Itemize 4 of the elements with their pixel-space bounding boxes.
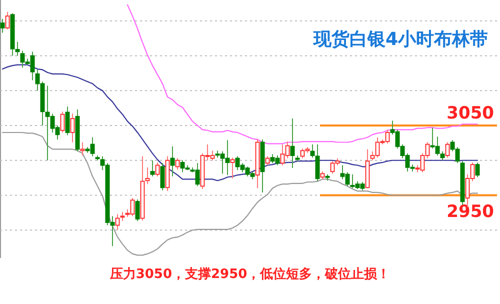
- ref-line-label: 3050: [446, 104, 494, 124]
- ref-line-label: 2950: [446, 202, 494, 222]
- title: 现货白银4小时布林带: [313, 29, 488, 50]
- annotation: 压力3050，支撑2950，低位短多，破位止损！: [110, 267, 390, 282]
